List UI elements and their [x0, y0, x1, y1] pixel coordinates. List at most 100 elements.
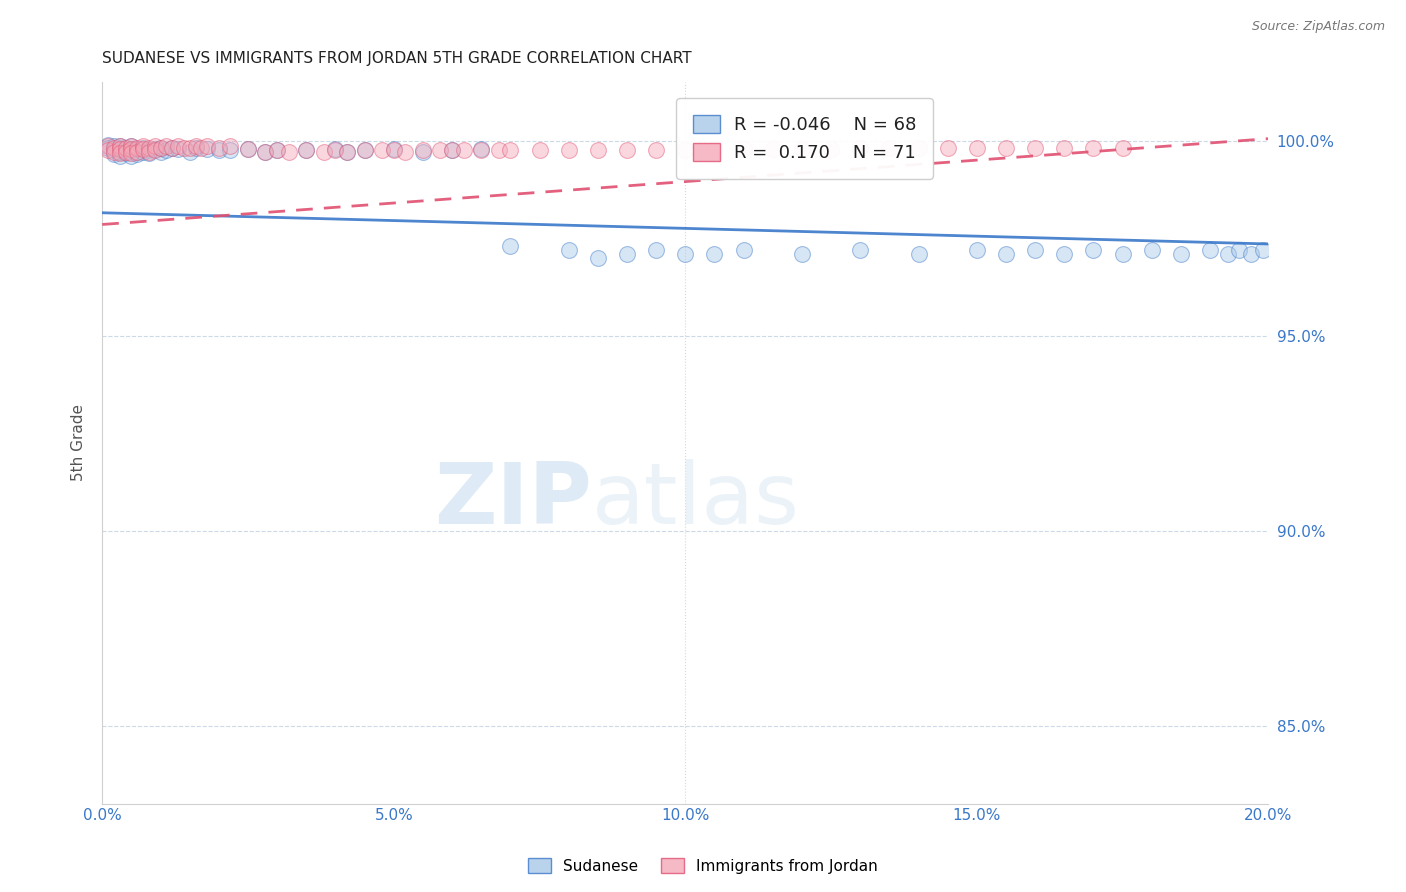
Point [114, 145, 136, 159]
Point [190, 141, 212, 155]
Point [1024, 243, 1046, 257]
Point [879, 141, 901, 155]
Point [790, 142, 813, 156]
Point [184, 141, 207, 155]
Text: atlas: atlas [592, 459, 800, 542]
Point [429, 144, 451, 158]
Point [673, 144, 696, 158]
Point [295, 144, 318, 158]
Point [132, 145, 155, 160]
Point [336, 145, 359, 159]
Point [97, 141, 120, 155]
Point [155, 144, 177, 158]
Point [108, 146, 131, 161]
Legend: Sudanese, Immigrants from Jordan: Sudanese, Immigrants from Jordan [522, 852, 884, 880]
Point [138, 145, 160, 159]
Point [236, 142, 259, 156]
Point [733, 142, 755, 156]
Point [120, 139, 142, 153]
Point [149, 141, 172, 155]
Point [616, 246, 638, 260]
Point [132, 142, 155, 156]
Point [325, 144, 347, 158]
Point [127, 145, 149, 159]
Point [184, 139, 207, 153]
Point [149, 141, 172, 155]
Point [1083, 243, 1105, 257]
Point [103, 139, 125, 153]
Point [499, 144, 522, 158]
Point [219, 139, 242, 153]
Point [790, 246, 813, 260]
Point [208, 144, 231, 158]
Point [173, 141, 195, 155]
Point [849, 243, 872, 257]
Point [673, 246, 696, 260]
Point [103, 144, 125, 158]
Point [936, 141, 959, 155]
Point [143, 144, 166, 158]
Point [160, 141, 183, 155]
Point [236, 142, 259, 156]
Point [703, 142, 725, 156]
Point [254, 145, 277, 159]
Point [114, 144, 136, 158]
Point [412, 145, 434, 159]
Point [138, 144, 160, 158]
Point [143, 142, 166, 156]
Point [557, 243, 579, 257]
Point [103, 145, 125, 159]
Point [453, 144, 475, 158]
Point [195, 142, 218, 156]
Point [138, 146, 160, 161]
Point [120, 149, 142, 163]
Point [103, 141, 125, 155]
Point [371, 144, 394, 158]
Point [470, 142, 492, 156]
Point [120, 144, 142, 158]
Point [1170, 246, 1192, 260]
Point [394, 145, 416, 159]
Point [529, 144, 551, 158]
Point [127, 141, 149, 155]
Point [127, 147, 149, 161]
Point [353, 144, 375, 158]
Point [179, 145, 201, 159]
Point [132, 139, 155, 153]
Point [645, 243, 668, 257]
Point [103, 147, 125, 161]
Point [1227, 243, 1250, 257]
Point [108, 145, 131, 160]
Point [120, 142, 142, 156]
Text: ZIP: ZIP [434, 459, 592, 542]
Point [1083, 141, 1105, 155]
Point [179, 141, 201, 155]
Point [114, 141, 136, 155]
Point [266, 144, 288, 158]
Point [312, 145, 335, 159]
Point [412, 144, 434, 158]
Point [1024, 141, 1046, 155]
Point [1216, 246, 1239, 260]
Point [1240, 246, 1263, 260]
Point [120, 146, 142, 161]
Point [762, 142, 785, 156]
Point [586, 251, 609, 265]
Point [160, 141, 183, 155]
Point [820, 142, 842, 156]
Point [155, 139, 177, 153]
Point [97, 144, 120, 158]
Point [114, 141, 136, 155]
Text: Source: ZipAtlas.com: Source: ZipAtlas.com [1251, 20, 1385, 33]
Point [1199, 243, 1222, 257]
Point [108, 149, 131, 163]
Point [266, 144, 288, 158]
Point [127, 145, 149, 159]
Point [1111, 141, 1133, 155]
Point [108, 142, 131, 156]
Point [143, 139, 166, 153]
Point [277, 145, 299, 159]
Point [325, 142, 347, 156]
Point [703, 246, 725, 260]
Point [97, 137, 120, 152]
